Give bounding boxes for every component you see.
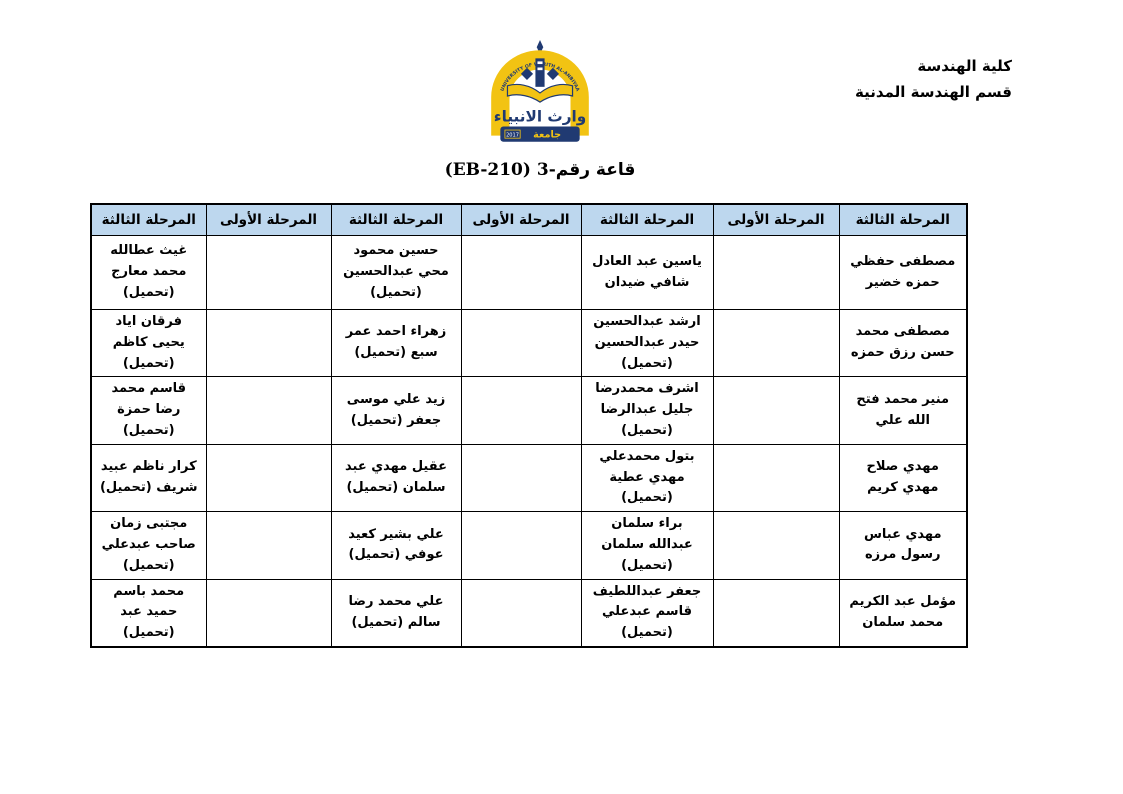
empty-cell xyxy=(460,443,582,513)
student-cell: غيث عطالله محمد معارج (تحميل) xyxy=(90,235,207,310)
empty-cell xyxy=(460,578,582,648)
empty-cell xyxy=(460,511,582,580)
stage-header: المرحلة الأولى xyxy=(712,203,840,236)
student-cell: مصطفى محمد حسن رزق حمزه xyxy=(838,308,968,378)
table-header-row: المرحلة الثالثة المرحلة الأولى المرحلة ا… xyxy=(90,203,968,236)
empty-cell xyxy=(205,376,332,445)
org-college-line: كلية الهندسة xyxy=(917,57,1012,75)
table-row: مصطفى محمد حسن رزق حمزه ارشد عبدالحسين حي… xyxy=(90,308,968,378)
logo-banner: 2017 جامعة xyxy=(500,126,580,142)
stage-header: المرحلة الثالثة xyxy=(90,203,207,236)
student-cell: كرار ناظم عبيد شريف (تحميل) xyxy=(90,443,207,513)
table-body: مصطفى حفظي حمزه خضير ياسين عبد العادل شاف… xyxy=(90,235,968,648)
student-cell: مجتبى زمان صاحب عبدعلي (تحميل) xyxy=(90,511,207,580)
table-row: مصطفى حفظي حمزه خضير ياسين عبد العادل شاف… xyxy=(90,235,968,310)
student-cell: محمد باسم حميد عبد (تحميل) xyxy=(90,578,207,648)
schedule-table: المرحلة الثالثة المرحلة الأولى المرحلة ا… xyxy=(90,203,968,648)
stage-header: المرحلة الثالثة xyxy=(580,203,714,236)
empty-cell xyxy=(205,235,332,310)
student-cell: اشرف محمدرضا جليل عبدالرضا (تحميل) xyxy=(580,376,714,445)
empty-cell xyxy=(205,578,332,648)
logo-university-word: جامعة xyxy=(533,130,561,141)
empty-cell xyxy=(712,443,840,513)
student-cell: مهدي عباس رسول مرزه xyxy=(838,511,968,580)
empty-cell xyxy=(205,308,332,378)
student-cell: منير محمد فتح الله علي xyxy=(838,376,968,445)
student-cell: قاسم محمد رضا حمزة (تحميل) xyxy=(90,376,207,445)
logo-calligraphy-text: وارث الانبياء xyxy=(494,107,586,125)
student-cell: زهراء احمد عمر سبع (تحميل) xyxy=(330,308,462,378)
table-container: المرحلة الثالثة المرحلة الأولى المرحلة ا… xyxy=(90,203,968,648)
table-row: مؤمل عبد الكريم محمد سلمان جعفر عبداللطيف… xyxy=(90,578,968,648)
student-cell: براء سلمان عبدالله سلمان (تحميل) xyxy=(580,511,714,580)
student-cell: علي محمد رضا سالم (تحميل) xyxy=(330,578,462,648)
empty-cell xyxy=(460,376,582,445)
empty-cell xyxy=(712,511,840,580)
page-title: قاعة رقم-3 (EB-210) xyxy=(444,160,636,180)
stage-header: المرحلة الأولى xyxy=(205,203,332,236)
center-column: UNIVERSITY OF WARITH AL-ANBIYAA وارث الا… xyxy=(0,0,1080,180)
org-header: كلية الهندسة قسم الهندسة المدنية xyxy=(855,54,1012,105)
table-row: منير محمد فتح الله علي اشرف محمدرضا جليل … xyxy=(90,376,968,445)
stage-header: المرحلة الأولى xyxy=(460,203,582,236)
student-cell: جعفر عبداللطيف قاسم عبدعلي (تحميل) xyxy=(580,578,714,648)
org-department-line: قسم الهندسة المدنية xyxy=(855,82,1012,101)
table-row: مهدي صلاح مهدي كريم بتول محمدعلي مهدي عطي… xyxy=(90,443,968,513)
open-book-icon xyxy=(506,83,574,103)
empty-cell xyxy=(712,308,840,378)
golden-arch-icon xyxy=(491,50,589,136)
empty-cell xyxy=(205,443,332,513)
student-cell: علي بشير كعيد عوفي (تحميل) xyxy=(330,511,462,580)
empty-cell xyxy=(712,235,840,310)
student-cell: بتول محمدعلي مهدي عطية (تحميل) xyxy=(580,443,714,513)
student-cell: فرقان اياد يحيى كاظم (تحميل) xyxy=(90,308,207,378)
logo-year-text: 2017 xyxy=(506,132,519,138)
university-logo: UNIVERSITY OF WARITH AL-ANBIYAA وارث الا… xyxy=(480,40,600,154)
student-cell: مؤمل عبد الكريم محمد سلمان xyxy=(838,578,968,648)
student-cell: مصطفى حفظي حمزه خضير xyxy=(838,235,968,310)
student-cell: ياسين عبد العادل شافي ضيدان xyxy=(580,235,714,310)
minaret-icon xyxy=(520,58,560,87)
stage-header: المرحلة الثالثة xyxy=(330,203,462,236)
student-cell: حسين محمود محي عبدالحسين (تحميل) xyxy=(330,235,462,310)
university-logo-icon: UNIVERSITY OF WARITH AL-ANBIYAA وارث الا… xyxy=(491,40,589,142)
student-cell: زيد علي موسى جعفر (تحميل) xyxy=(330,376,462,445)
student-cell: ارشد عبدالحسين حيدر عبدالحسين (تحميل) xyxy=(580,308,714,378)
empty-cell xyxy=(712,376,840,445)
empty-cell xyxy=(712,578,840,648)
stage-header: المرحلة الثالثة xyxy=(838,203,968,236)
student-cell: مهدي صلاح مهدي كريم xyxy=(838,443,968,513)
empty-cell xyxy=(205,511,332,580)
empty-cell xyxy=(460,308,582,378)
empty-cell xyxy=(460,235,582,310)
table-row: مهدي عباس رسول مرزه براء سلمان عبدالله سل… xyxy=(90,511,968,580)
student-cell: عقيل مهدي عبد سلمان (تحميل) xyxy=(330,443,462,513)
